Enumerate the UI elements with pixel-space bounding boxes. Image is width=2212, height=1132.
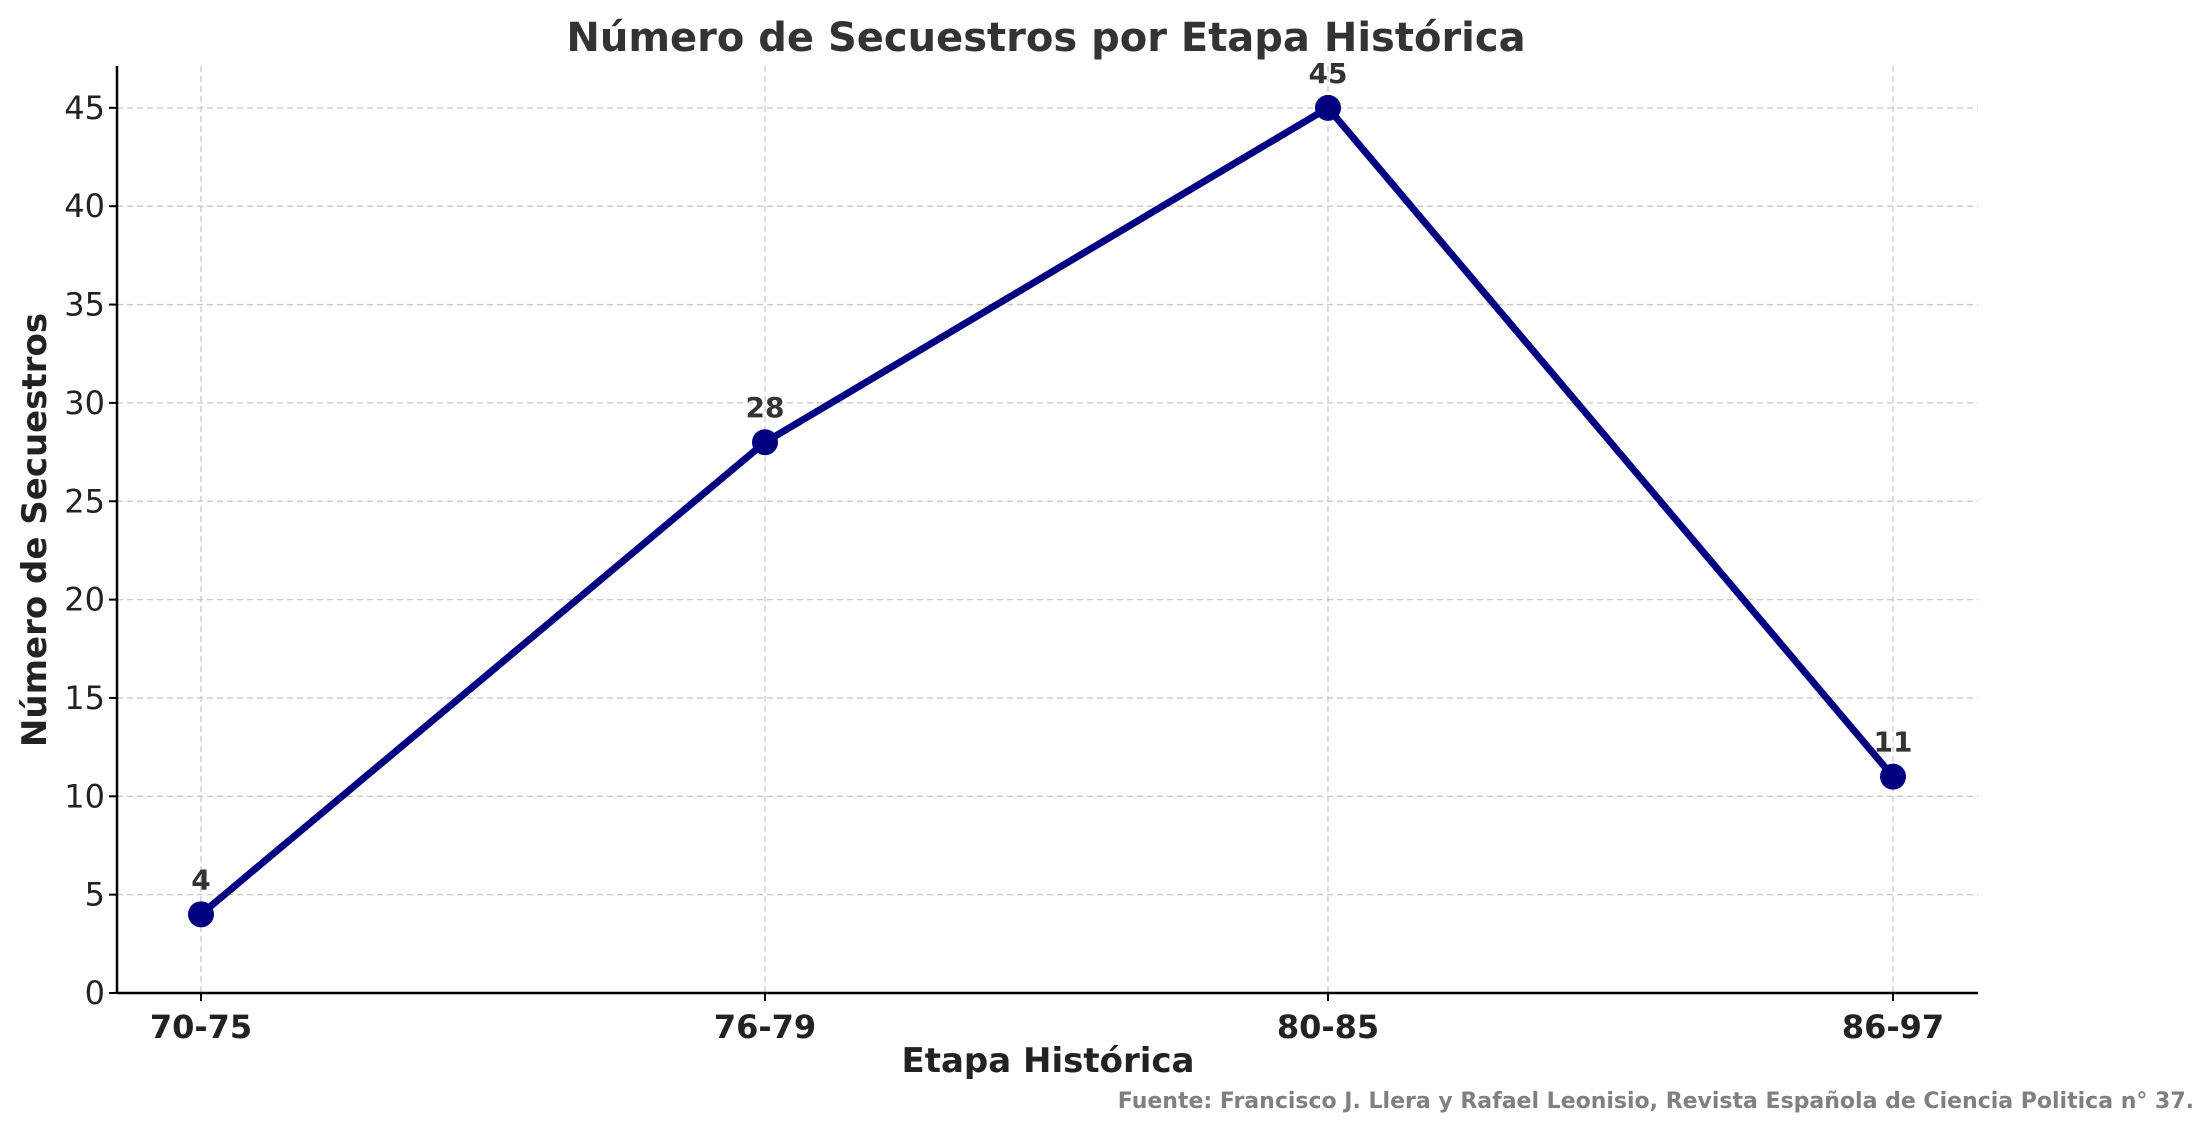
x-tick-label: 80-85: [1277, 1008, 1379, 1046]
y-tick-label: 30: [64, 384, 105, 422]
data-label: 45: [1309, 57, 1348, 90]
y-tick-label: 20: [64, 581, 105, 619]
data-point: [188, 901, 214, 928]
grid: [117, 66, 1978, 993]
series: 4 28 45 11: [188, 57, 1913, 928]
x-axis-label: Etapa Histórica: [901, 1041, 1194, 1081]
data-point: [1315, 94, 1341, 121]
y-tick-label: 45: [64, 89, 105, 127]
data-label: 11: [1874, 726, 1913, 759]
y-tick-label: 0: [85, 974, 105, 1012]
chart-title: Número de Secuestros por Etapa Histórica: [566, 15, 1525, 61]
y-axis-label: Número de Secuestros: [15, 313, 55, 747]
y-tick-label: 15: [64, 679, 105, 717]
data-point: [1880, 763, 1906, 790]
x-tick-label: 70-75: [150, 1008, 252, 1046]
data-label: 4: [191, 863, 210, 896]
data-point: [752, 429, 778, 456]
y-ticks: 0 5 10 15 20 25 30 35 40 45: [64, 89, 117, 1012]
source-note: Fuente: Francisco J. Llera y Rafael Leon…: [1118, 1089, 2194, 1114]
series-line: [198, 103, 1896, 918]
x-tick-label: 76-79: [714, 1008, 816, 1046]
y-tick-label: 10: [64, 777, 105, 815]
data-label: 28: [746, 391, 785, 424]
y-tick-label: 40: [64, 187, 105, 225]
x-ticks: 70-75 76-79 80-85 86-97: [150, 993, 1944, 1046]
y-tick-label: 35: [64, 286, 105, 324]
y-tick-label: 5: [85, 876, 105, 914]
x-tick-label: 86-97: [1842, 1008, 1944, 1046]
y-tick-label: 25: [64, 482, 105, 520]
